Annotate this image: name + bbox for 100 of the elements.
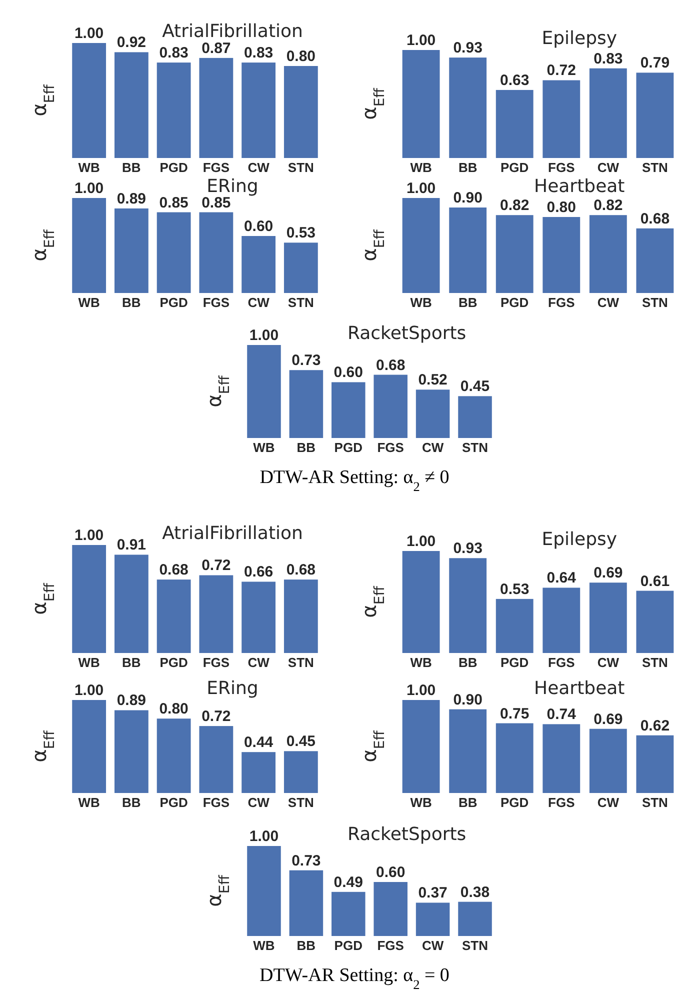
x-tick-label: STN bbox=[642, 655, 668, 670]
x-tick-label: WB bbox=[78, 655, 100, 670]
x-tick-label: CW bbox=[597, 655, 620, 670]
data-label: 0.60 bbox=[334, 364, 363, 382]
bar bbox=[449, 709, 487, 793]
data-label: 0.68 bbox=[640, 210, 670, 228]
chart-title: RacketSports bbox=[348, 824, 466, 845]
x-tick-label: BB bbox=[458, 655, 478, 670]
data-label: 0.72 bbox=[202, 557, 231, 574]
data-label: 0.69 bbox=[594, 564, 623, 582]
x-tick-label: FGS bbox=[202, 295, 230, 310]
bar bbox=[199, 58, 234, 158]
bar bbox=[114, 208, 148, 293]
bar bbox=[156, 718, 191, 793]
bar bbox=[156, 62, 191, 158]
bar bbox=[402, 198, 440, 293]
x-tick-label: BB bbox=[296, 440, 316, 455]
x-tick-label: FGS bbox=[548, 295, 576, 310]
x-tick-label: WB bbox=[253, 938, 275, 953]
data-label: 0.87 bbox=[202, 40, 231, 57]
bar bbox=[402, 50, 440, 158]
bar bbox=[72, 43, 106, 158]
data-label: 0.73 bbox=[292, 352, 321, 370]
data-label: 1.00 bbox=[406, 32, 436, 49]
bar bbox=[114, 554, 148, 653]
bar bbox=[284, 751, 318, 793]
data-label: 1.00 bbox=[406, 682, 436, 699]
x-tick-label: BB bbox=[122, 795, 141, 810]
data-label: 1.00 bbox=[74, 180, 104, 197]
x-tick-label: CW bbox=[248, 160, 270, 175]
bar bbox=[402, 700, 440, 793]
bar bbox=[156, 580, 191, 653]
data-label: 0.79 bbox=[640, 54, 670, 72]
data-label: 0.68 bbox=[159, 562, 188, 579]
data-label: 0.52 bbox=[418, 372, 448, 389]
x-tick-label: BB bbox=[296, 938, 316, 953]
bar bbox=[589, 728, 627, 793]
data-label: 0.68 bbox=[286, 562, 316, 579]
chart-title: Heartbeat bbox=[534, 176, 625, 197]
data-label: 0.49 bbox=[334, 874, 363, 891]
x-tick-label: FGS bbox=[548, 655, 576, 670]
x-tick-label: WB bbox=[253, 440, 275, 455]
bar bbox=[542, 724, 580, 793]
data-label: 0.66 bbox=[244, 564, 274, 581]
text: DTW-AR Setting: α$_{2}$ ≠ 0 bbox=[260, 467, 450, 494]
bar bbox=[199, 212, 234, 293]
bar bbox=[114, 52, 148, 158]
bar bbox=[416, 902, 450, 936]
data-label: 0.72 bbox=[202, 708, 231, 726]
x-tick-label: CW bbox=[248, 295, 270, 310]
data-label: 0.93 bbox=[453, 540, 482, 558]
chart-title: Epilepsy bbox=[542, 529, 618, 550]
bar bbox=[242, 752, 276, 793]
chart-title: AtrialFibrillation bbox=[162, 523, 303, 544]
x-tick-label: PGD bbox=[500, 160, 529, 175]
bar bbox=[589, 215, 627, 293]
x-tick-label: STN bbox=[288, 655, 314, 670]
x-tick-label: BB bbox=[122, 655, 141, 670]
data-label: 0.53 bbox=[500, 580, 530, 598]
chart-title: AtrialFibrillation bbox=[162, 21, 303, 42]
data-label: 0.82 bbox=[500, 197, 530, 214]
bar bbox=[284, 66, 318, 158]
bar bbox=[589, 68, 627, 158]
x-tick-label: FGS bbox=[202, 795, 230, 810]
bar bbox=[542, 588, 580, 653]
data-label: 0.75 bbox=[500, 705, 530, 722]
data-label: 0.90 bbox=[453, 190, 482, 206]
bar bbox=[247, 345, 281, 438]
bar bbox=[199, 575, 234, 653]
data-label: 1.00 bbox=[249, 828, 279, 845]
bar bbox=[72, 700, 106, 793]
data-label: 1.00 bbox=[74, 25, 104, 42]
x-tick-label: STN bbox=[288, 295, 314, 310]
data-label: 0.38 bbox=[460, 884, 490, 901]
x-tick-label: WB bbox=[78, 295, 100, 310]
x-tick-label: FGS bbox=[202, 160, 230, 175]
x-tick-label: CW bbox=[422, 440, 444, 455]
x-tick-label: STN bbox=[288, 160, 314, 175]
x-tick-label: FGS bbox=[377, 938, 404, 953]
x-tick-label: STN bbox=[462, 938, 488, 953]
bar bbox=[496, 598, 534, 653]
chart-title: Heartbeat bbox=[534, 678, 625, 699]
bar bbox=[449, 58, 487, 158]
bar bbox=[542, 217, 580, 293]
chart-title: RacketSports bbox=[348, 323, 466, 344]
chart-title: ERing bbox=[206, 176, 258, 197]
x-tick-label: WB bbox=[410, 655, 432, 670]
bar bbox=[156, 212, 191, 293]
x-tick-label: PGD bbox=[500, 795, 529, 810]
data-label: 0.44 bbox=[244, 734, 274, 752]
x-tick-label: WB bbox=[78, 160, 100, 175]
data-label: 0.64 bbox=[546, 570, 577, 587]
x-tick-label: PGD bbox=[334, 938, 362, 953]
bar bbox=[242, 236, 276, 293]
data-label: 0.61 bbox=[640, 572, 670, 590]
bar bbox=[416, 390, 450, 438]
x-tick-label: FGS bbox=[202, 655, 230, 670]
x-tick-label: FGS bbox=[548, 160, 576, 175]
data-label: 0.45 bbox=[460, 378, 490, 396]
data-label: 0.85 bbox=[202, 194, 231, 212]
